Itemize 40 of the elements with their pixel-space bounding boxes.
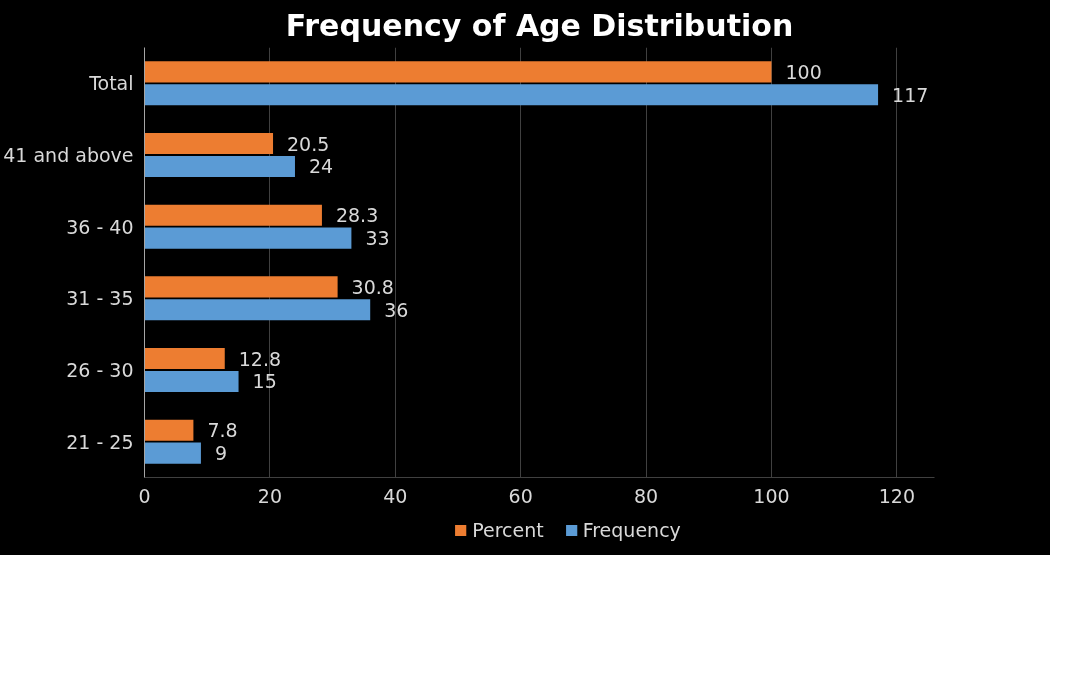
- bar: [144, 299, 371, 321]
- data-label: 12.8: [238, 347, 282, 370]
- bar: [144, 227, 352, 249]
- y-tick-label: 31 - 35: [66, 287, 134, 310]
- bar: [144, 204, 322, 226]
- bar: [144, 370, 239, 393]
- bar: [144, 155, 295, 178]
- chart-title: Frequency of Age Distribution: [285, 7, 794, 43]
- data-label: 7.8: [207, 419, 238, 442]
- y-tick-label: 41 and above: [3, 144, 134, 166]
- data-label: 9: [214, 442, 228, 465]
- data-label: 30.8: [351, 275, 394, 298]
- bar: [144, 84, 879, 106]
- bar: [144, 347, 225, 370]
- x-tick-label: 0: [138, 484, 151, 507]
- x-tick-label: 20: [257, 484, 282, 507]
- data-label: 100: [785, 60, 822, 83]
- data-label: 24: [308, 155, 334, 178]
- x-tick-label: 60: [508, 484, 533, 507]
- bar: [144, 61, 772, 83]
- x-tick-label: 100: [753, 484, 790, 507]
- y-tick-label: 26 - 30: [66, 359, 134, 381]
- data-label: 36: [384, 298, 409, 321]
- bar: [144, 442, 201, 464]
- y-tick-label: 36 - 40: [66, 215, 134, 238]
- x-tick-label: 40: [383, 484, 408, 507]
- bar: [144, 419, 194, 441]
- bar: [144, 132, 274, 155]
- legend-label: Percent: [472, 519, 544, 541]
- legend-label: Frequency: [582, 519, 681, 541]
- y-tick-label: Total: [88, 72, 134, 95]
- data-label: 28.3: [335, 204, 379, 227]
- data-label: 117: [892, 83, 929, 106]
- data-label: 15: [252, 370, 277, 393]
- data-label: 20.5: [287, 132, 330, 155]
- data-label: 33: [365, 227, 390, 250]
- y-tick-label: 21 - 25: [66, 430, 134, 453]
- x-tick-label: 80: [634, 484, 659, 507]
- bar: [144, 276, 338, 298]
- x-tick-label: 120: [878, 484, 916, 507]
